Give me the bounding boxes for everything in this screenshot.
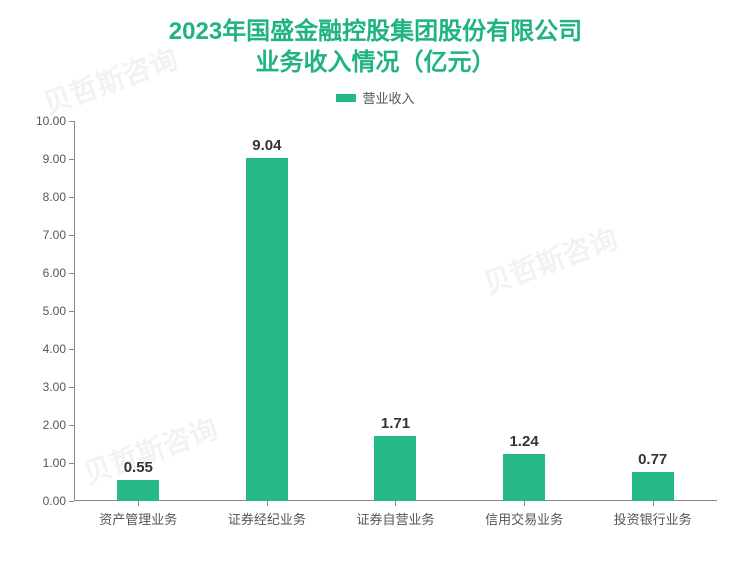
y-tick-label: 9.00 xyxy=(43,152,66,166)
bar-group: 0.55 xyxy=(74,121,203,501)
bar-value-label: 0.77 xyxy=(638,451,667,468)
bars-area: 0.55 9.04 1.71 1.24 0.77 xyxy=(74,121,717,501)
bar-value-label: 0.55 xyxy=(124,459,153,476)
x-axis-label: 信用交易业务 xyxy=(460,509,589,528)
legend: 营业收入 xyxy=(24,88,727,107)
chart-title: 2023年国盛金融控股集团股份有限公司 业务收入情况（亿元） xyxy=(24,16,727,78)
bar-value-label: 1.71 xyxy=(381,415,410,432)
plot-area: 0.001.002.003.004.005.006.007.008.009.00… xyxy=(74,121,717,501)
x-axis-label: 证券经纪业务 xyxy=(203,509,332,528)
bar-group: 1.71 xyxy=(331,121,460,501)
y-tick-label: 6.00 xyxy=(43,266,66,280)
x-tick-mark xyxy=(267,501,268,506)
x-axis-labels: 资产管理业务证券经纪业务证券自营业务信用交易业务投资银行业务 xyxy=(74,509,717,528)
x-tick-mark xyxy=(653,501,654,506)
x-axis-label: 投资银行业务 xyxy=(588,509,717,528)
bar-rect xyxy=(632,472,674,501)
bar-value-label: 9.04 xyxy=(252,137,281,154)
y-tick-label: 5.00 xyxy=(43,304,66,318)
y-tick-mark xyxy=(69,501,74,502)
bar-value-label: 1.24 xyxy=(509,433,538,450)
y-tick-label: 8.00 xyxy=(43,190,66,204)
y-tick-label: 0.00 xyxy=(43,494,66,508)
bar-group: 9.04 xyxy=(203,121,332,501)
y-tick-label: 10.00 xyxy=(36,114,66,128)
chart-title-line2: 业务收入情况（亿元） xyxy=(24,47,727,78)
chart-title-line1: 2023年国盛金融控股集团股份有限公司 xyxy=(24,16,727,47)
x-axis-label: 证券自营业务 xyxy=(331,509,460,528)
x-axis-label: 资产管理业务 xyxy=(74,509,203,528)
chart-container: 贝哲斯咨询 贝哲斯咨询 贝哲斯咨询 2023年国盛金融控股集团股份有限公司 业务… xyxy=(0,0,751,579)
legend-swatch xyxy=(336,94,356,102)
y-tick-label: 3.00 xyxy=(43,380,66,394)
legend-label: 营业收入 xyxy=(362,88,414,107)
x-tick-mark xyxy=(138,501,139,506)
y-tick-label: 1.00 xyxy=(43,456,66,470)
x-tick-mark xyxy=(524,501,525,506)
bar-rect xyxy=(117,480,159,501)
bar-rect xyxy=(503,454,545,501)
y-tick-label: 7.00 xyxy=(43,228,66,242)
y-axis: 0.001.002.003.004.005.006.007.008.009.00… xyxy=(24,121,74,501)
y-tick-label: 2.00 xyxy=(43,418,66,432)
bar-rect xyxy=(246,158,288,502)
x-tick-mark xyxy=(395,501,396,506)
bar-group: 1.24 xyxy=(460,121,589,501)
y-tick-label: 4.00 xyxy=(43,342,66,356)
bar-rect xyxy=(374,436,416,501)
bar-group: 0.77 xyxy=(588,121,717,501)
